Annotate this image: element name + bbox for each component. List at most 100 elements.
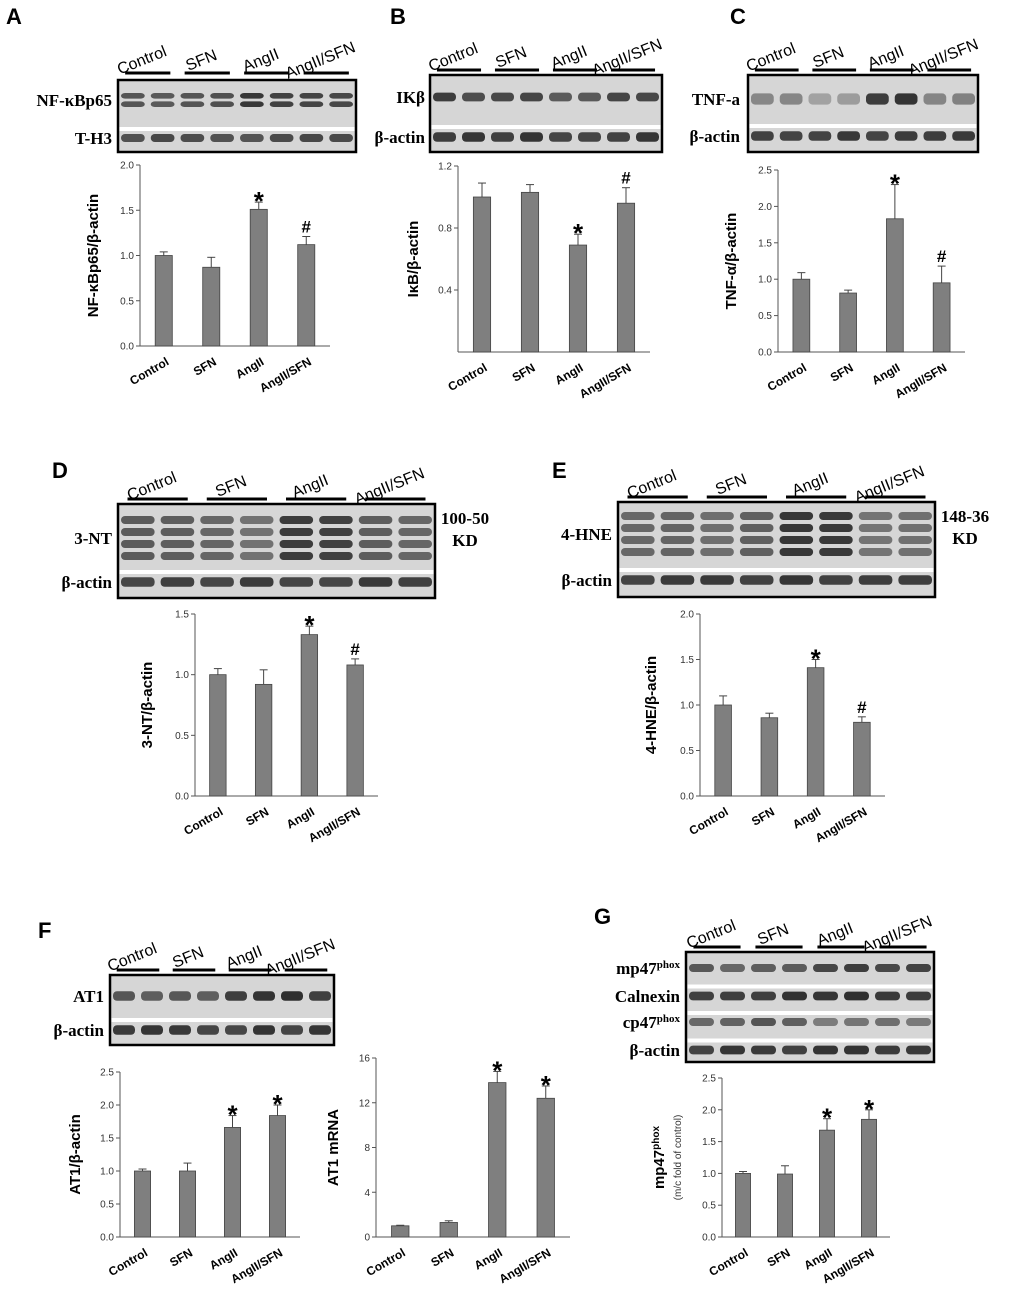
y-tick-label: 1.5	[100, 1134, 114, 1145]
blot-band	[720, 991, 745, 1001]
blot-band	[319, 516, 353, 524]
blot-separator	[119, 570, 434, 574]
blot-band	[689, 1045, 714, 1055]
y-tick-label: 1.5	[680, 655, 694, 666]
y-tick-label: 0.0	[100, 1233, 114, 1244]
blot-band	[689, 964, 714, 972]
y-tick-label: 1.0	[120, 251, 134, 262]
blot-band	[808, 93, 832, 105]
blot-row-label: T-H3	[75, 129, 112, 148]
bar	[777, 1173, 793, 1238]
x-tick-label: Control	[181, 804, 225, 837]
blot-band	[819, 524, 853, 532]
group-label: AngII/SFN	[860, 913, 935, 956]
group-label: AngII	[866, 43, 907, 73]
blot-band	[398, 540, 432, 548]
blot-row-label: 4-HNE	[561, 525, 612, 544]
blot-band	[923, 93, 947, 105]
y-tick-label: 1.5	[758, 238, 772, 249]
blot-band	[782, 1018, 807, 1026]
blot-band	[720, 1018, 745, 1026]
blot-band	[660, 575, 695, 585]
blot-band	[491, 92, 514, 102]
blot-row-label: Calnexin	[615, 987, 681, 1006]
blot-band	[160, 552, 195, 560]
blot-band	[329, 101, 353, 107]
blot-band	[398, 516, 432, 524]
x-tick-label: AngII/SFN	[228, 1245, 285, 1286]
x-tick-label: AngII	[472, 1245, 505, 1272]
y-tick-label: 0.5	[680, 746, 694, 757]
blot-band	[169, 1025, 191, 1035]
x-tick-label: AngII	[284, 804, 317, 831]
x-tick-label: Control	[106, 1245, 150, 1278]
blot-band	[700, 548, 734, 556]
group-label: AngII	[815, 920, 856, 950]
blot-band	[844, 964, 869, 972]
y-tick-label: 2.0	[758, 202, 772, 213]
y-tick-label: 2.0	[120, 161, 134, 172]
blot-band	[279, 577, 314, 587]
y-tick-label: 1.2	[438, 162, 452, 173]
y-tick-label: 2.0	[100, 1101, 114, 1112]
blot-band	[813, 991, 838, 1001]
y-tick-label: 0.8	[438, 224, 452, 235]
bar	[886, 218, 904, 353]
blot-band	[319, 528, 353, 536]
blot-band	[121, 528, 155, 536]
blot-band	[180, 101, 205, 107]
blot-band	[819, 512, 853, 520]
chart-E: 0.0 0.5 1.0 1.5 2.0 Control SFN * AngII # AngII/SF…	[643, 610, 885, 845]
y-axis-label: mp47phox	[651, 1126, 669, 1190]
y-tick-label: 0.5	[120, 296, 134, 307]
blot-band	[121, 540, 155, 548]
blot-band	[751, 1045, 776, 1055]
blot-band	[141, 991, 163, 1001]
x-tick-label: Control	[707, 1245, 751, 1278]
y-tick-label: 0.5	[758, 311, 772, 322]
blot-band	[751, 964, 776, 972]
blot-band	[240, 101, 264, 107]
blot-band	[779, 131, 803, 141]
blot-band	[660, 512, 695, 520]
blot-band	[898, 524, 932, 532]
blot-band	[239, 528, 274, 536]
chart-A: 0.0 0.5 1.0 1.5 2.0 Control SFN * AngII # AngII/SF…	[85, 161, 330, 395]
blot-band	[779, 548, 814, 556]
blot-separator	[431, 125, 661, 129]
blot-band	[779, 512, 814, 520]
blot-band	[329, 134, 353, 142]
x-tick-label: SFN	[167, 1245, 195, 1269]
blot-band	[894, 131, 918, 141]
blot-band	[121, 577, 155, 587]
blot-band	[180, 134, 205, 142]
x-tick-label: Control	[687, 804, 731, 837]
blot-band	[281, 1025, 303, 1035]
blot-row-label: β-actin	[61, 573, 112, 592]
blot-band	[875, 964, 900, 972]
blot-band	[607, 92, 630, 102]
significance-star: *	[573, 218, 584, 248]
x-tick-label: AngII	[207, 1245, 240, 1272]
blot-band	[844, 1018, 869, 1026]
significance-star: *	[227, 1100, 238, 1130]
significance-star: *	[890, 169, 901, 199]
blot-band	[689, 991, 714, 1001]
blot-band	[720, 1045, 745, 1055]
x-tick-label: AngII/SFN	[813, 804, 870, 845]
bar	[853, 721, 871, 797]
blot-band	[621, 512, 655, 520]
blot-band	[121, 516, 155, 524]
blot-band	[700, 536, 734, 544]
group-label: AngII/SFN	[852, 463, 927, 506]
bar	[806, 667, 825, 797]
blot-band	[269, 93, 294, 99]
significance-hash: #	[621, 169, 631, 188]
blot-band	[200, 528, 234, 536]
blot-row-label: β-actin	[374, 128, 425, 147]
blot-band	[329, 93, 353, 99]
blot-band	[210, 101, 234, 107]
y-axis-label: 4-HNE/β-actin	[643, 656, 660, 754]
x-tick-label: SFN	[749, 804, 777, 828]
